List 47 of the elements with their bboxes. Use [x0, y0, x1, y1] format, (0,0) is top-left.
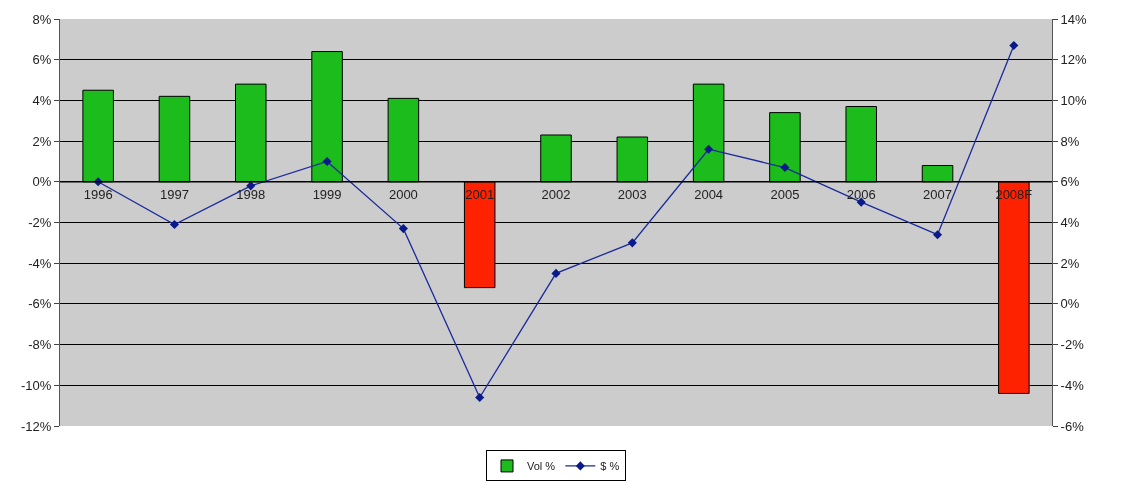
legend-label: Vol %: [527, 460, 556, 473]
y-tick-label: 6%: [32, 52, 52, 68]
y-tick-label: -10%: [21, 377, 52, 393]
y-tick-label: 0%: [32, 174, 52, 190]
y-tick-label: -6%: [28, 296, 52, 312]
y2-tick-label: 12%: [1060, 52, 1088, 68]
point: [169, 219, 180, 230]
y2-tick-label: 6%: [1060, 174, 1080, 190]
x-tick-label: 1999: [312, 186, 342, 202]
point: [322, 156, 332, 166]
y2-tick-label: 8%: [1060, 133, 1080, 149]
y2-tick-label: -6%: [1060, 418, 1085, 434]
y2-tick-label: 4%: [1060, 215, 1080, 231]
y2-tick-label: -2%: [1060, 337, 1085, 353]
x-tick-label: 2002: [541, 186, 571, 202]
x-tick-label: 2000: [388, 186, 418, 202]
y2-tick-label: 10%: [1060, 92, 1088, 108]
point: [627, 238, 637, 248]
x-tick-label: 2006: [846, 186, 876, 202]
y-tick-label: 8%: [32, 11, 52, 27]
y-tick-label: 2%: [32, 133, 52, 149]
y2-tick-label: 2%: [1060, 255, 1080, 271]
y2-tick-label: 0%: [1060, 296, 1080, 312]
y-tick-label: 4%: [32, 92, 52, 108]
y-tick-label: -4%: [28, 255, 52, 271]
y-tick-label: -8%: [28, 337, 52, 353]
y2-tick-label: -4%: [1060, 377, 1085, 393]
x-tick-label: 1998: [236, 186, 266, 202]
x-tick-label: 2005: [770, 186, 800, 202]
y-tick-label: -12%: [21, 418, 52, 434]
x-tick-label: 2007: [923, 186, 952, 202]
legend-label: $ %: [600, 460, 620, 473]
y-tick-label: -2%: [28, 215, 52, 231]
x-tick-label: 2003: [617, 186, 647, 202]
point: [475, 392, 485, 403]
point: [704, 144, 714, 154]
point: [932, 230, 943, 240]
x-tick-label: 1997: [160, 186, 189, 202]
x-tick-label: 1996: [83, 186, 113, 202]
x-tick-label: 2004: [694, 186, 724, 202]
point: [780, 163, 790, 173]
y2-tick-label: 14%: [1060, 11, 1088, 27]
x-tick-label: 2001: [465, 186, 495, 202]
point: [551, 268, 561, 278]
point: [1009, 40, 1019, 51]
point: [398, 224, 408, 234]
point: [246, 181, 256, 191]
